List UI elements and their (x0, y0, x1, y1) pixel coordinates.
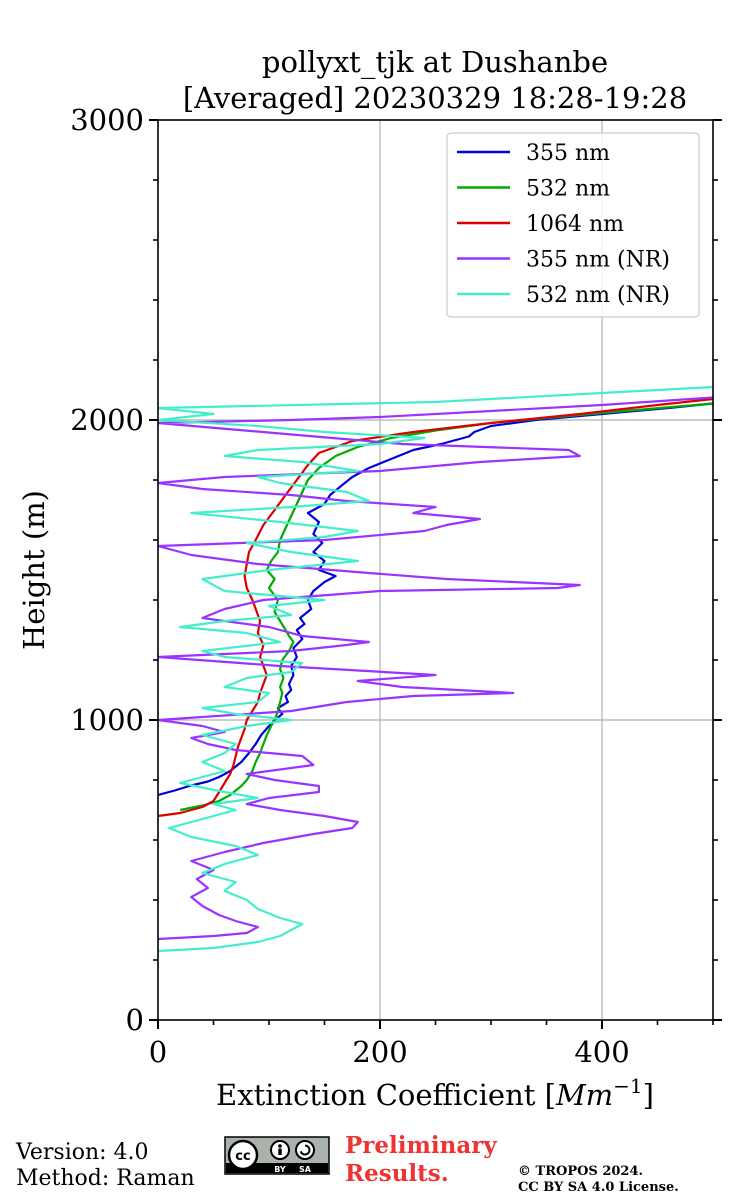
y-tick-label: 2000 (70, 403, 144, 437)
copyright-line-2: CC BY SA 4.0 License. (518, 1180, 679, 1195)
cc-logo-icon (227, 1139, 259, 1171)
axis-ticks: 0 1000 2000 3000 0 200 400 (70, 103, 722, 1069)
x-axis-label: Extinction Coefficient [Mm−1] (216, 1074, 654, 1112)
series-line-1064-nm (158, 397, 713, 818)
copyright-note: © TROPOS 2024. CC BY SA 4.0 License. (518, 1164, 679, 1196)
legend-label: 532 nm (526, 177, 610, 202)
cc-license-badge: cc BY SA (224, 1136, 330, 1175)
y-tick-label: 1000 (70, 703, 144, 737)
y-tick-label: 0 (126, 1003, 144, 1037)
series-line-532-nm (179, 402, 713, 812)
legend: 355 nm 532 nm 1064 nm 355 nm (NR) 532 nm (NR… (446, 132, 700, 318)
legend-label: 355 nm (526, 141, 610, 166)
share-alike-icon (295, 1140, 315, 1160)
legend-label: 1064 nm (526, 212, 624, 237)
copyright-line-1: © TROPOS 2024. (518, 1164, 644, 1179)
y-tick-label: 3000 (70, 103, 144, 137)
x-axis-label-close: ] (643, 1078, 654, 1112)
chart-title: pollyxt_tjk at Dushanbe [Averaged] 20230… (183, 45, 687, 115)
x-tick-label: 200 (352, 1035, 407, 1069)
series-line-532-nm-nr- (158, 385, 713, 953)
legend-label: 532 nm (NR) (526, 283, 670, 308)
chart-title-line-1: pollyxt_tjk at Dushanbe (262, 45, 608, 80)
y-axis-label: Height (m) (17, 490, 51, 650)
x-axis-label-exponent: −1 (613, 1074, 642, 1098)
svg-text:SA: SA (299, 1165, 312, 1174)
svg-text:BY: BY (274, 1165, 286, 1174)
legend-box (446, 132, 700, 318)
preliminary-results-note: Preliminary Results. (345, 1132, 497, 1188)
method-label: Method: Raman (16, 1166, 195, 1191)
data-series (158, 385, 713, 953)
preliminary-line-2: Results. (345, 1160, 449, 1187)
series-line-355-nm-nr- (158, 396, 713, 941)
svg-text:cc: cc (235, 1149, 250, 1164)
x-axis-label-text: Extinction Coefficient [ (216, 1078, 556, 1112)
version-label: Version: 4.0 (16, 1140, 149, 1165)
x-tick-label: 400 (574, 1035, 629, 1069)
x-axis-label-unit: Mm (555, 1078, 613, 1112)
series-line-355-nm (158, 402, 713, 797)
chart-title-line-2: [Averaged] 20230329 18:28-19:28 (183, 81, 687, 115)
preliminary-line-1: Preliminary (345, 1132, 497, 1159)
legend-label: 355 nm (NR) (526, 248, 670, 273)
x-tick-label: 0 (149, 1035, 167, 1069)
